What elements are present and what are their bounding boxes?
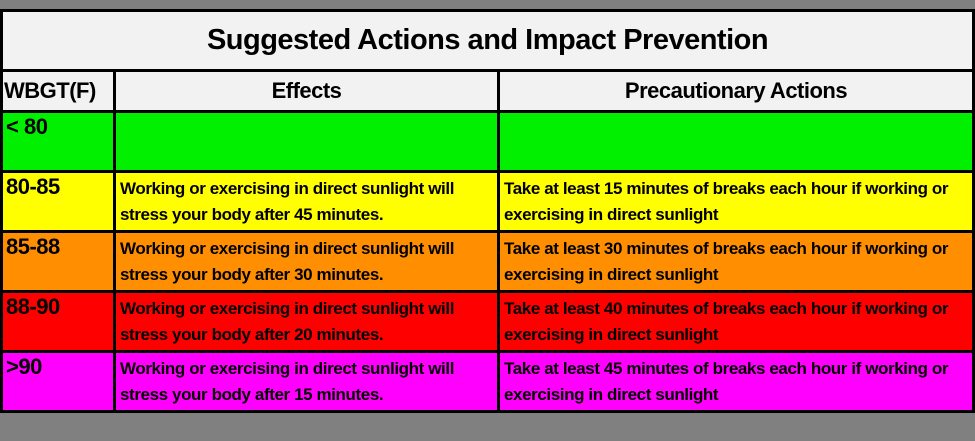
precautionary-actions-cell: Take at least 30 minutes of breaks each … — [496, 230, 975, 293]
table-row: 88-90 Working or exercising in direct sun… — [0, 290, 975, 353]
table-row: 80-85 Working or exercising in direct sun… — [0, 170, 975, 233]
column-header-wbgt: WBGT(F) — [0, 69, 116, 113]
wbgt-suggested-actions-table: Suggested Actions and Impact Prevention … — [0, 9, 975, 413]
wbgt-range-cell: >90 — [0, 350, 116, 413]
table-row: < 80 — [0, 110, 975, 173]
effects-cell: Working or exercising in direct sunlight… — [113, 230, 500, 293]
title-row: Suggested Actions and Impact Prevention — [0, 9, 975, 72]
precautionary-actions-cell: Take at least 45 minutes of breaks each … — [496, 350, 975, 413]
effects-cell — [113, 110, 500, 173]
wbgt-range-cell: 80-85 — [0, 170, 116, 233]
effects-cell: Working or exercising in direct sunlight… — [113, 350, 500, 413]
precautionary-actions-cell: Take at least 15 minutes of breaks each … — [496, 170, 975, 233]
table-row: 85-88 Working or exercising in direct sun… — [0, 230, 975, 293]
precautionary-actions-cell — [496, 110, 975, 173]
effects-cell: Working or exercising in direct sunlight… — [113, 290, 500, 353]
column-header-effects: Effects — [113, 69, 500, 113]
column-header-precautionary-actions: Precautionary Actions — [496, 69, 975, 113]
wbgt-range-cell: < 80 — [0, 110, 116, 173]
effects-cell: Working or exercising in direct sunlight… — [113, 170, 500, 233]
table-title: Suggested Actions and Impact Prevention — [0, 9, 975, 72]
column-header-row: WBGT(F) Effects Precautionary Actions — [0, 69, 975, 113]
precautionary-actions-cell: Take at least 40 minutes of breaks each … — [496, 290, 975, 353]
table-row: >90 Working or exercising in direct sunli… — [0, 350, 975, 413]
wbgt-range-cell: 85-88 — [0, 230, 116, 293]
wbgt-range-cell: 88-90 — [0, 290, 116, 353]
